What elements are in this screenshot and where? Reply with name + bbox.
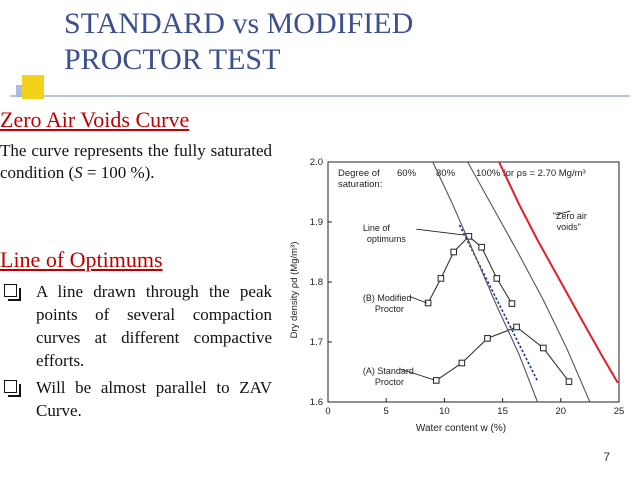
series-line-line-of-optimums [458, 224, 539, 382]
leader-line [556, 210, 571, 216]
zav-text-var: S [74, 163, 83, 182]
series-line-zero-air-voids [498, 161, 619, 384]
optimums-heading: Line of Optimums [0, 247, 163, 272]
series-line-80-saturation [467, 161, 591, 403]
zav-text-post: = 100 %). [82, 163, 155, 182]
y-tick-label: 1.7 [310, 337, 323, 348]
title-line-2: PROCTOR TEST [64, 43, 281, 76]
y-tick-label: 1.8 [310, 277, 323, 288]
annotation-label: (B) Modified [363, 293, 412, 303]
zav-description: The curve represents the fully saturated… [0, 140, 272, 184]
y-axis-label: Dry density ρd (Mg/m³) [289, 242, 300, 339]
data-point [478, 243, 485, 251]
annotation-label: Proctor [375, 304, 404, 314]
checkbox-bullet-icon [4, 284, 21, 301]
leader-line [416, 228, 466, 236]
series-line--a-standard-proctor [435, 326, 570, 382]
data-point [424, 299, 432, 307]
data-point [565, 378, 573, 385]
data-point [432, 377, 440, 384]
series-line-60-saturation [432, 161, 539, 403]
data-point [437, 275, 445, 282]
annotation-label: "Zero air [553, 211, 587, 221]
y-tick-label: 1.6 [310, 397, 323, 408]
data-point [484, 335, 491, 342]
x-tick-label: 25 [614, 406, 625, 417]
saturation-label-line-2: saturation: [338, 179, 382, 190]
x-tick-label: 0 [325, 406, 330, 417]
x-tick-label: 15 [497, 406, 508, 417]
annotation-label: Proctor [375, 377, 404, 387]
data-point [458, 359, 466, 367]
page-number: 7 [603, 450, 610, 464]
annotation-label: optimums [367, 234, 407, 244]
data-point [540, 344, 547, 352]
checkbox-bullet-icon [4, 380, 21, 397]
compaction-chart: Dry density ρd (Mg/m³) Water content w (… [289, 157, 625, 434]
leader-line [400, 368, 435, 381]
y-tick-label: 1.9 [310, 217, 323, 228]
data-point [513, 323, 520, 331]
optimums-bullets: A line drawn through the peak points of … [0, 280, 272, 426]
saturation-label-line-1: Degree of [338, 168, 380, 179]
bullet-text: Will be almost parallel to ZAV Curve. [36, 378, 272, 420]
accent-square-yellow [22, 75, 44, 99]
annotation-label: (A) Standard [363, 366, 414, 376]
bullet-text: A line drawn through the peak points of … [36, 282, 272, 370]
data-point [493, 275, 501, 282]
x-tick-label: 5 [384, 406, 389, 417]
data-point [465, 233, 473, 240]
slide-title: STANDARD vs MODIFIED PROCTOR TEST [64, 6, 584, 78]
annotation-label: voids" [557, 222, 581, 232]
saturation-value-80: 80% [436, 168, 456, 179]
x-tick-label: 10 [439, 406, 450, 417]
data-point [450, 248, 458, 256]
bullet-item: A line drawn through the peak points of … [0, 280, 272, 372]
leader-line [409, 295, 428, 304]
data-point [508, 300, 516, 307]
saturation-value-100: 100% for ρs = 2.70 Mg/m³ [476, 168, 586, 179]
x-tick-label: 20 [556, 406, 567, 417]
x-axis-label: Water content w (%) [416, 423, 506, 434]
bullet-item: Will be almost parallel to ZAV Curve. [0, 376, 272, 422]
y-tick-label: 2.0 [310, 157, 323, 168]
zav-text-pre: The curve represents the fully saturated… [0, 141, 272, 182]
annotation-label: Line of [363, 223, 391, 233]
saturation-value-60: 60% [397, 168, 417, 179]
title-line-1: STANDARD vs MODIFIED [64, 7, 414, 40]
title-underline [10, 95, 630, 97]
zav-heading: Zero Air Voids Curve [0, 107, 190, 132]
